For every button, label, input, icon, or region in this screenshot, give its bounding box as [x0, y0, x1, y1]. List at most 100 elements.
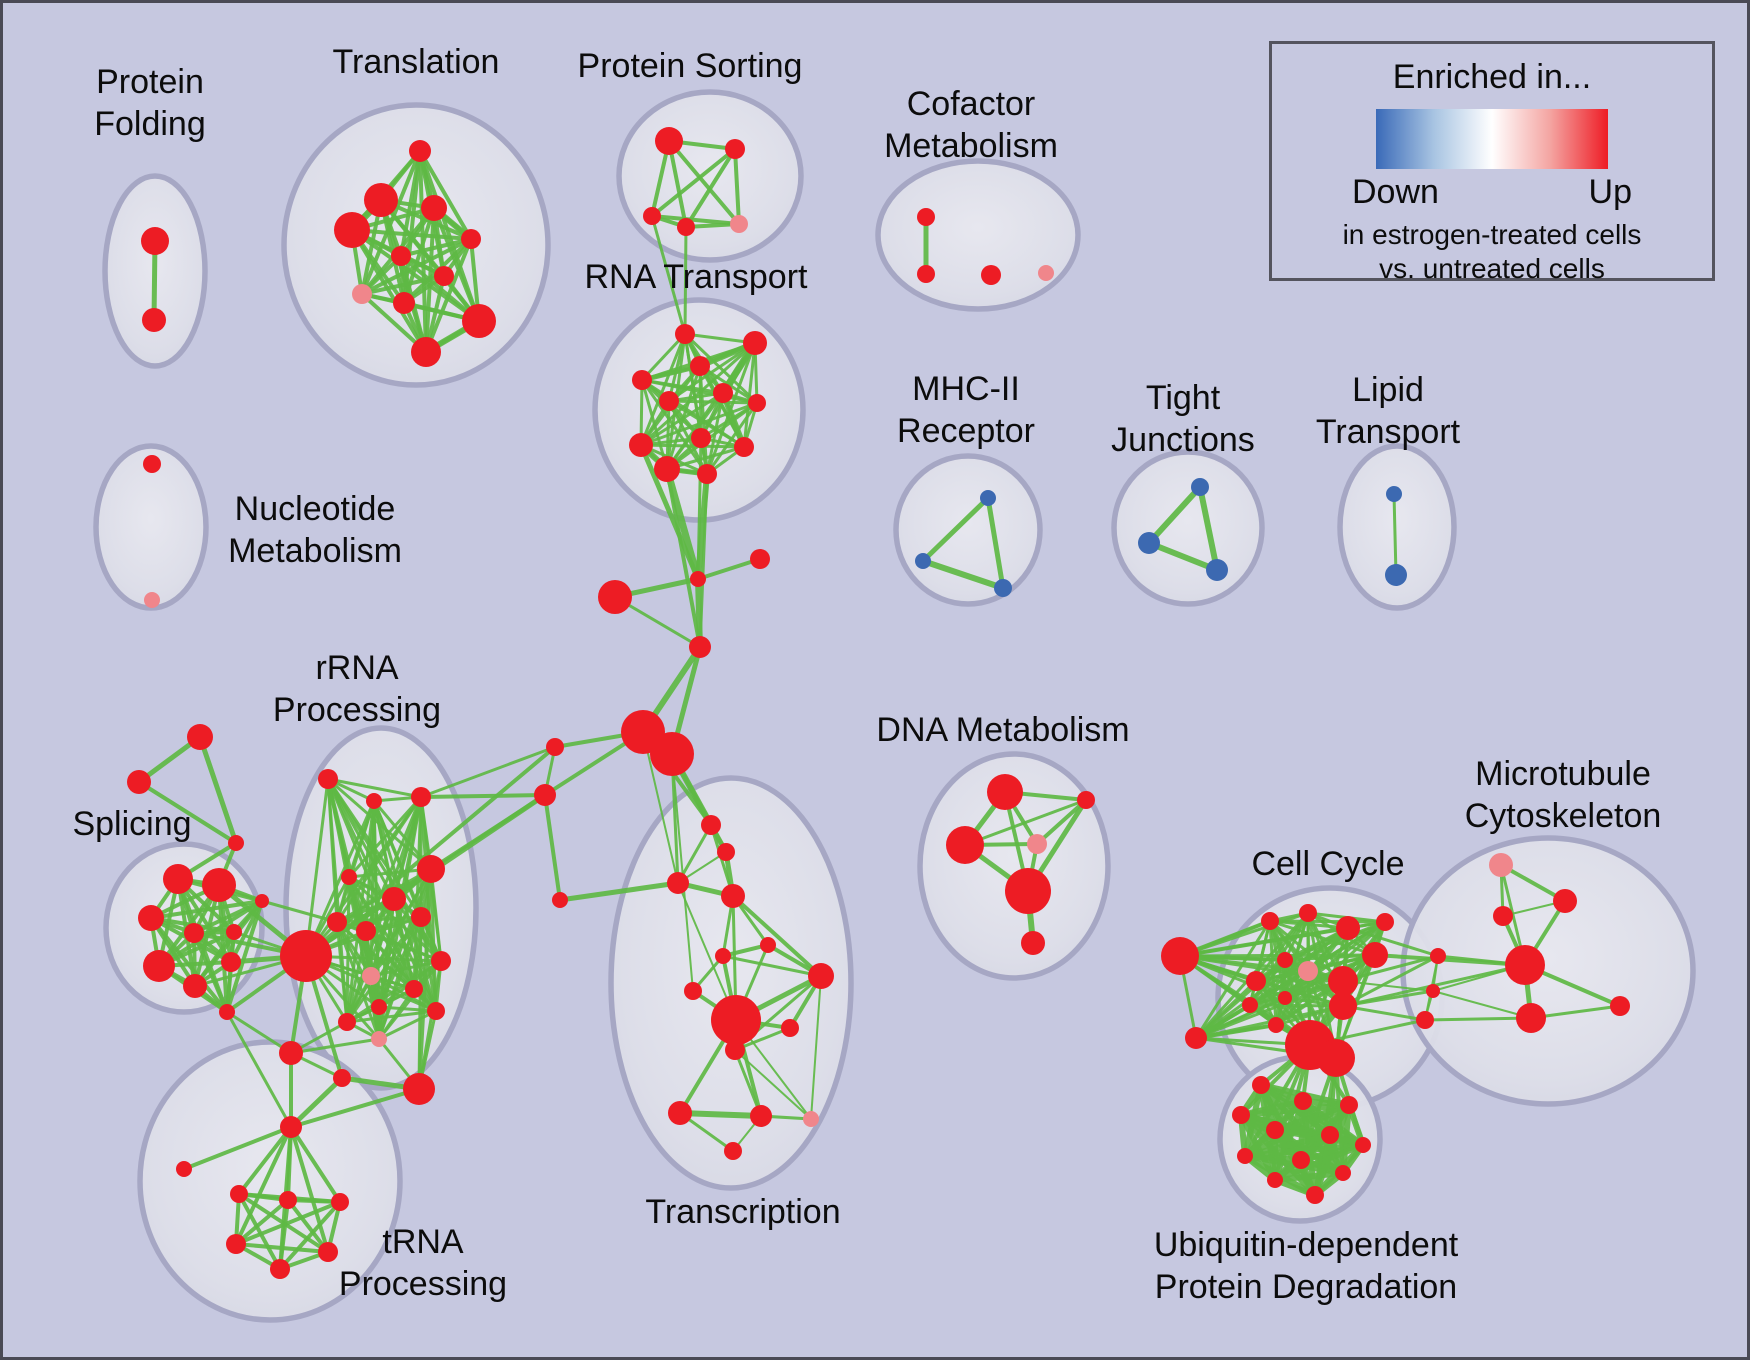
nucleotide-metabolism-label: Metabolism	[228, 532, 402, 570]
cell-cycle-node	[1336, 916, 1360, 940]
trna-processing-node	[230, 1185, 248, 1203]
microtubule-cytoskeleton-label: Cytoskeleton	[1465, 797, 1662, 835]
edge-lipid-transport	[1392, 492, 1398, 577]
cell-cycle-node	[1261, 912, 1279, 930]
connector-nodes-node	[127, 770, 151, 794]
edge-rna-transport	[665, 445, 746, 471]
cofactor-metabolism-label: Metabolism	[884, 127, 1058, 165]
edge-rrna-processing	[417, 915, 423, 1091]
cofactor-metabolism-ellipse	[875, 158, 1081, 312]
edge-rrna-processing	[304, 799, 376, 958]
edge-trna-processing	[289, 1125, 342, 1204]
translation-node	[434, 266, 454, 286]
edge-rrna-processing	[347, 795, 423, 879]
rna-transport-node	[659, 391, 679, 411]
translation-node	[352, 284, 372, 304]
connector-nodes-node	[598, 580, 632, 614]
edge-intercluster	[650, 214, 687, 336]
cell-cycle-node	[1277, 952, 1293, 968]
edge-trna-processing	[234, 1125, 293, 1246]
edge-cell-cycle	[1274, 953, 1377, 1027]
protein-folding-label: Protein	[96, 63, 204, 101]
nucleotide-metabolism-ellipse	[93, 443, 209, 611]
cell-cycle-node	[1278, 991, 1292, 1005]
edge-splicing	[157, 899, 264, 968]
protein-sorting-node	[655, 127, 683, 155]
edge-rrna-processing	[289, 1037, 381, 1055]
transcription-node	[667, 872, 689, 894]
edge-microtubule-cytoskeleton	[1423, 1016, 1533, 1022]
tight-junctions-label: Junctions	[1111, 421, 1255, 459]
edge-dna-metabolism	[963, 798, 1088, 847]
splicing-label: Splicing	[72, 805, 191, 843]
edge-translation	[432, 206, 481, 323]
edge-connector-nodes	[696, 557, 762, 581]
edge-rrna-processing	[335, 920, 349, 1024]
legend-title: Enriched in...	[1392, 58, 1592, 96]
edge-protein-sorting	[650, 214, 741, 226]
dna-metabolism-label: DNA Metabolism	[876, 711, 1129, 749]
edge-cell-cycle	[1283, 920, 1387, 962]
legend-context-line2: vs. untreated cells	[1379, 253, 1605, 284]
nucleotide-metabolism-node	[144, 592, 160, 608]
microtubule-cytoskeleton-label: Microtubule	[1475, 755, 1651, 793]
protein-sorting-ellipse	[616, 89, 804, 263]
translation-node	[421, 195, 447, 221]
cofactor-metabolism-node	[1038, 265, 1054, 281]
mhc-ii-receptor-node	[915, 553, 931, 569]
rna-transport-node	[748, 394, 766, 412]
lipid-transport-node	[1385, 564, 1407, 586]
tight-junctions-node	[1191, 478, 1209, 496]
protein-sorting-node	[677, 218, 695, 236]
edge-transcription	[721, 954, 823, 978]
trna-processing-node	[226, 1234, 246, 1254]
mhc-ii-receptor-node	[980, 490, 996, 506]
edge-intercluster	[683, 225, 688, 336]
protein-sorting-node	[643, 207, 661, 225]
rrna-processing-node	[403, 1073, 435, 1105]
edge-protein-sorting	[650, 147, 737, 218]
edge-intercluster	[225, 1010, 293, 1129]
connector-nodes-node	[690, 571, 706, 587]
trna-processing-node	[318, 1242, 338, 1262]
edge-intercluster	[698, 472, 709, 649]
transcription-node	[552, 892, 568, 908]
dna-metabolism-node	[987, 774, 1023, 810]
tight-junctions-node	[1206, 559, 1228, 581]
rna-transport-node	[675, 324, 695, 344]
rna-transport-node	[654, 456, 680, 482]
cell-cycle-node	[1328, 966, 1358, 996]
cell-cycle-label: Cell Cycle	[1251, 845, 1404, 883]
edge-splicing	[225, 899, 264, 1014]
edge-tight-junctions	[1146, 484, 1203, 546]
edge-tight-junctions	[1146, 540, 1220, 573]
dna-metabolism-node	[946, 826, 984, 864]
dna-metabolism-node	[1077, 791, 1095, 809]
edge-intercluster	[225, 1010, 293, 1055]
rna-transport-node	[691, 428, 711, 448]
rrna-processing-node	[341, 869, 357, 885]
cofactor-metabolism-node	[917, 265, 935, 283]
edge-rna-transport	[667, 341, 757, 403]
edge-trna-processing	[278, 1200, 342, 1271]
trna-processing-label: tRNA	[382, 1223, 464, 1261]
transcription-label: Transcription	[645, 1193, 840, 1231]
ubiquitin-degradation-node	[1292, 1151, 1310, 1169]
transcription-node	[803, 1111, 819, 1127]
legend-gradient-bar	[1376, 109, 1608, 169]
protein-folding-node	[142, 308, 166, 332]
connector-nodes-node	[534, 784, 556, 806]
legend-down-label: Down	[1352, 173, 1439, 211]
rna-transport-label: RNA Transport	[585, 258, 809, 296]
ubiquitin-degradation-node	[1237, 1148, 1253, 1164]
ubiquitin-degradation-node	[1232, 1106, 1250, 1124]
splicing-node	[183, 974, 207, 998]
rna-transport-node	[734, 437, 754, 457]
cell-cycle-node	[1161, 937, 1199, 975]
edge-intercluster	[665, 467, 702, 649]
mhc-ii-receptor-ellipse	[893, 453, 1043, 607]
edge-rrna-processing	[417, 867, 433, 1091]
network-canvas: Protein Folding Translation Protein Sorting…	[72, 43, 1696, 1323]
ubiquitin-degradation-label: Protein Degradation	[1155, 1268, 1457, 1306]
